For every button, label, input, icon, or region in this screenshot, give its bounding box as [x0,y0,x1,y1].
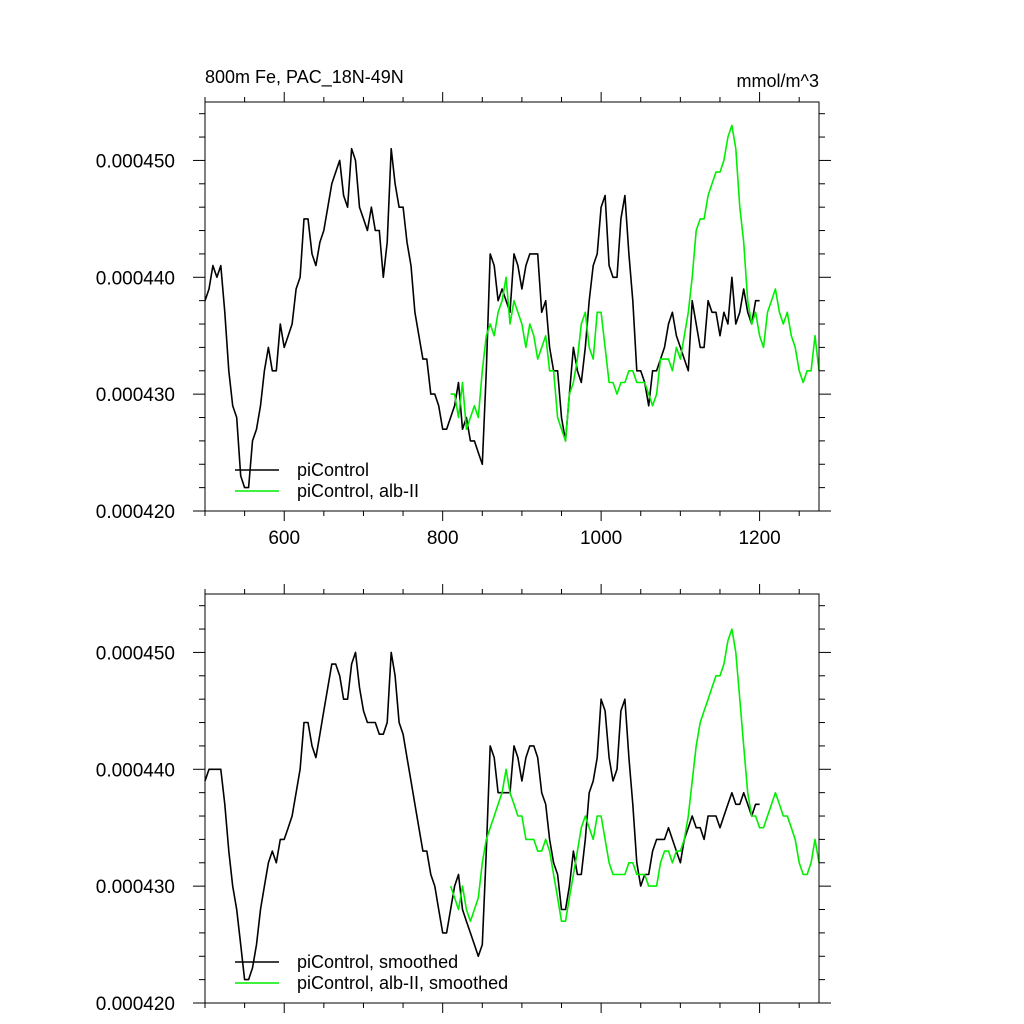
chart-top-axes: 600 800 1000 1200 0.000420 0.000430 0.000440 0.… [96,92,831,549]
chart-bottom-plot-frame [204,593,820,1004]
top-series-line-0 [204,147,760,489]
bottom-y-tick-label: 0.000430 [96,877,175,898]
chart-title: 800m Fe, PAC_18N-49N [205,67,404,88]
chart-top-panel: 800m Fe, PAC_18N-49N mmol/m^3 600 800 1000… [96,67,831,549]
chart-top-series-lines [204,124,820,489]
bottom-y-tick-label: 0.000440 [96,760,175,781]
top-y-tick-label: 0.000430 [96,385,175,406]
top-legend-label-0: piControl [297,460,369,480]
bottom-legend-label-1: piControl, alb-II, smoothed [297,973,508,993]
bottom-y-tick-label: 0.000420 [96,994,175,1015]
top-y-tick-label: 0.000440 [96,268,175,289]
top-x-tick-label: 1000 [580,528,622,549]
bottom-series-line-0 [204,651,760,981]
bottom-series-line-1 [449,628,820,923]
bottom-legend-label-0: piControl, smoothed [297,952,458,972]
top-series-line-1 [450,124,820,442]
chart-bottom-series-lines [204,628,820,981]
chart-top-plot-frame [204,101,820,512]
chart-bottom-axes: 0.000420 0.000430 0.000440 0.000450 [96,584,831,1015]
top-y-tick-label: 0.000450 [96,151,175,172]
top-x-tick-label: 1200 [738,528,780,549]
units-label: mmol/m^3 [737,71,819,91]
top-y-tick-label: 0.000420 [96,502,175,523]
top-x-tick-label: 600 [268,528,300,549]
bottom-y-tick-label: 0.000450 [96,643,175,664]
top-legend-label-1: piControl, alb-II [297,481,419,501]
chart-bottom-panel: 0.000420 0.000430 0.000440 0.000450 piContr… [96,584,831,1015]
top-x-tick-label: 800 [427,528,459,549]
